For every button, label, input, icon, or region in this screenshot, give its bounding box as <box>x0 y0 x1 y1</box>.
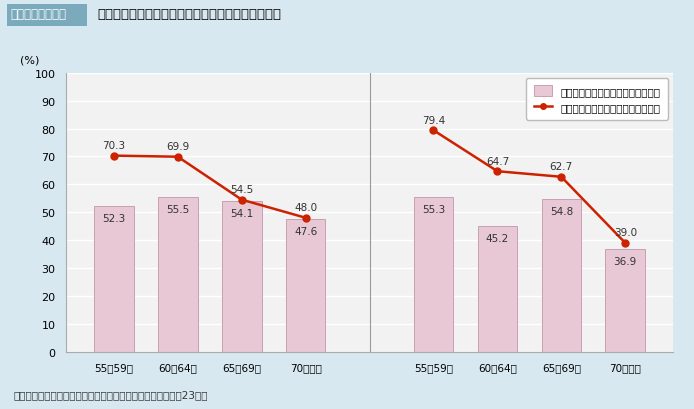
Bar <box>541 199 581 352</box>
Text: 図１－４－２－３: 図１－４－２－３ <box>10 9 67 21</box>
Text: 男性: 男性 <box>202 407 217 409</box>
Legend: 「過去１年間に参加した人」の割合, 「参加したい活動がある人」の割合: 「過去１年間に参加した人」の割合, 「参加したい活動がある人」の割合 <box>526 79 668 120</box>
Bar <box>286 219 325 352</box>
Text: 62.7: 62.7 <box>550 162 573 172</box>
Text: 54.1: 54.1 <box>230 208 253 218</box>
Text: 55.3: 55.3 <box>422 205 445 215</box>
Text: 39.0: 39.0 <box>613 228 637 238</box>
Text: 64.7: 64.7 <box>486 156 509 166</box>
Text: 資料：内閣府「高齢者の経済生活に関する意識調査」（平成23年）: 資料：内閣府「高齢者の経済生活に関する意識調査」（平成23年） <box>14 389 208 399</box>
Bar <box>605 249 645 352</box>
Bar <box>94 206 134 352</box>
Text: 47.6: 47.6 <box>294 226 317 236</box>
Text: 36.9: 36.9 <box>613 256 637 266</box>
Text: 70.3: 70.3 <box>102 141 126 151</box>
Text: 45.2: 45.2 <box>486 233 509 243</box>
Text: 地域活動・ボランティア活動の参加状況と参加希望: 地域活動・ボランティア活動の参加状況と参加希望 <box>97 9 281 21</box>
Bar <box>222 201 262 352</box>
Bar <box>158 198 198 352</box>
Bar <box>414 198 453 352</box>
Bar <box>477 226 517 352</box>
Text: (%): (%) <box>20 55 40 65</box>
Text: 79.4: 79.4 <box>422 115 445 125</box>
Text: 54.5: 54.5 <box>230 184 253 195</box>
Text: 48.0: 48.0 <box>294 203 317 213</box>
Text: 55.5: 55.5 <box>166 204 189 214</box>
Text: 52.3: 52.3 <box>102 213 126 223</box>
Text: 69.9: 69.9 <box>166 142 189 152</box>
Text: 女性: 女性 <box>522 407 537 409</box>
Text: 54.8: 54.8 <box>550 206 573 216</box>
